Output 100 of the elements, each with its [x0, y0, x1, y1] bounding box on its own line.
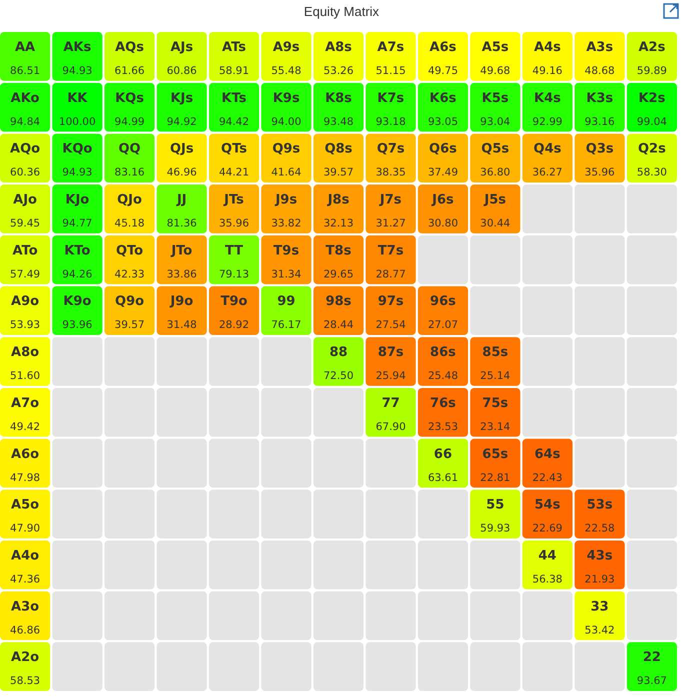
annotation: TT	[225, 243, 244, 258]
data-label: 67.90	[376, 420, 406, 433]
annotation: 64s	[534, 446, 561, 462]
data-label: 28.92	[218, 319, 250, 332]
annotation: A5s	[482, 40, 509, 55]
data-label: 48.68	[584, 65, 615, 77]
annotation: QTs	[221, 142, 248, 157]
data-label: 35.96	[584, 166, 616, 179]
annotation: QTo	[116, 243, 144, 258]
data-label: 63.61	[428, 472, 458, 484]
data-label: 94.99	[114, 116, 145, 128]
annotation: 97s	[378, 294, 404, 310]
annotation: K9s	[272, 90, 300, 106]
data-label: 93.04	[480, 116, 511, 128]
data-label: 56.38	[532, 573, 562, 586]
data-label: 100.00	[58, 116, 96, 128]
data-label: 44.21	[218, 166, 250, 179]
data-label: 94.26	[62, 268, 93, 280]
annotation: Q2s	[638, 142, 666, 157]
annotation: QJo	[117, 192, 142, 208]
annotation: 96s	[430, 294, 456, 310]
data-label: 99.04	[636, 116, 668, 128]
data-label: 25.48	[428, 370, 458, 382]
annotation: 99	[277, 294, 296, 310]
data-label: 30.44	[480, 218, 511, 230]
data-label: 60.36	[10, 166, 40, 179]
data-label: 79.13	[218, 268, 250, 280]
annotation: KQs	[115, 90, 144, 106]
annotation: A9o	[11, 294, 40, 310]
annotation: T9s	[273, 243, 300, 258]
annotation: KTo	[64, 243, 90, 258]
annotation: A2s	[638, 40, 666, 55]
annotation: AJo	[13, 192, 38, 208]
annotation: KJs	[170, 90, 194, 106]
annotation: A9s	[272, 40, 300, 55]
annotation: T7s	[378, 243, 404, 258]
annotation: ATs	[222, 40, 246, 55]
data-label: 49.75	[428, 65, 458, 77]
data-label: 59.93	[480, 522, 510, 535]
data-label: 58.53	[10, 675, 40, 688]
data-label: 47.90	[10, 522, 40, 535]
annotation: A3o	[11, 599, 40, 614]
data-label: 86.51	[10, 65, 40, 77]
annotation: K3s	[586, 90, 614, 106]
annotation: A4s	[534, 40, 562, 55]
annotation: J5s	[483, 192, 506, 208]
data-label: 47.36	[10, 573, 40, 586]
annotation: K5s	[482, 90, 509, 106]
data-label: 31.34	[271, 268, 302, 280]
annotation: ATo	[12, 243, 38, 258]
annotation: A7o	[11, 396, 40, 411]
annotation: A8o	[11, 345, 40, 360]
data-label: 94.77	[62, 218, 92, 230]
data-label: 72.50	[323, 370, 354, 382]
data-label: 60.86	[166, 65, 198, 77]
data-label: 22.58	[584, 522, 615, 535]
data-label: 93.18	[376, 116, 406, 128]
data-label: 33.82	[271, 218, 302, 230]
data-label: 93.48	[323, 116, 354, 128]
annotation: K8s	[325, 90, 352, 106]
annotation: Q8s	[324, 142, 353, 157]
annotation: A6s	[430, 40, 457, 55]
data-label: 61.66	[114, 65, 145, 77]
annotation: Q3s	[586, 142, 614, 157]
data-label: 53.26	[323, 65, 354, 77]
annotation: 53s	[586, 498, 613, 513]
data-label: 23.53	[428, 420, 458, 433]
annotation: 66	[434, 446, 452, 462]
data-label: 51.60	[10, 370, 40, 382]
annotation: J9o	[169, 294, 194, 310]
data-label: 53.93	[10, 319, 40, 332]
data-label: 31.27	[376, 218, 406, 230]
annotation: JTs	[223, 192, 244, 208]
annotation: 33	[590, 599, 609, 614]
annotation: AQo	[10, 142, 40, 157]
annotation: J8s	[326, 192, 350, 208]
data-label: 21.93	[584, 573, 615, 586]
data-label: 53.42	[584, 624, 615, 636]
data-label: 22.43	[532, 472, 562, 484]
data-label: 27.07	[428, 319, 458, 332]
annotation: JJ	[176, 192, 187, 208]
data-label: 37.49	[428, 166, 458, 179]
data-label: 39.57	[323, 166, 354, 179]
annotation: 54s	[534, 498, 561, 513]
annotation: Q7s	[376, 142, 405, 157]
data-label: 83.16	[114, 166, 145, 179]
data-label: 31.48	[166, 319, 197, 332]
annotation: AKs	[63, 40, 92, 55]
data-label: 93.67	[636, 675, 667, 688]
annotation: A7s	[377, 40, 404, 55]
annotation: J6s	[431, 192, 454, 208]
data-label: 93.96	[62, 319, 93, 332]
data-label: 36.80	[480, 166, 510, 179]
annotation: A3s	[586, 40, 614, 55]
annotation: 85s	[482, 345, 508, 360]
data-label: 49.42	[10, 420, 40, 433]
data-label: 33.86	[166, 268, 198, 280]
data-label: 94.42	[218, 116, 250, 128]
chart-title: Equity Matrix	[304, 4, 380, 19]
annotation: A2o	[11, 650, 40, 666]
